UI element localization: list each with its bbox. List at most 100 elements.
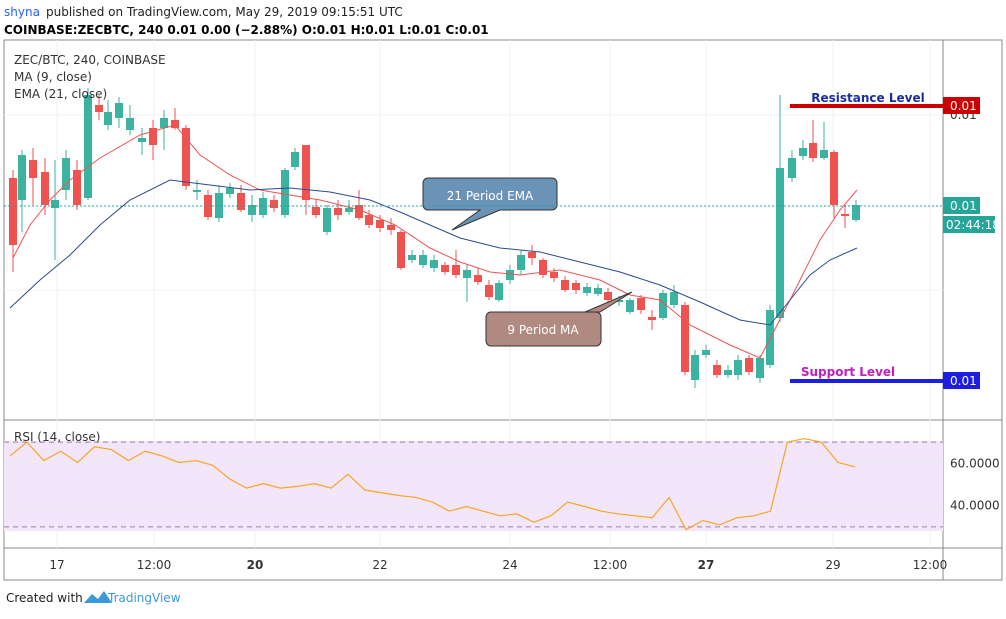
candle-body [809, 143, 817, 158]
candle-body [29, 160, 37, 178]
legend-ma: MA (9, close) [14, 70, 92, 84]
candle-body [226, 188, 234, 194]
candle-body [776, 168, 784, 318]
candle-body [430, 260, 438, 268]
candle-body [355, 205, 363, 218]
candle-body [365, 215, 373, 225]
candle-body [323, 208, 331, 232]
candle-body [408, 255, 416, 260]
support-label: Support Level [801, 365, 895, 379]
candle-body [452, 265, 460, 275]
candle-body [745, 358, 753, 372]
candle-body [799, 148, 807, 156]
candle-body [604, 292, 612, 300]
candle-body [648, 317, 656, 320]
countdown-tag [943, 216, 995, 233]
candle-body [334, 208, 342, 215]
time-label: 17 [49, 558, 64, 572]
candle-body [572, 283, 580, 290]
candle-body [615, 300, 623, 302]
candle-body [104, 112, 112, 125]
ma-line [12, 124, 858, 359]
candle-body [659, 293, 667, 318]
footer-brand: TradingView [107, 591, 181, 605]
candle-body [485, 285, 493, 297]
candle-body [95, 105, 103, 112]
resistance-label: Resistance Level [811, 91, 924, 105]
candle-body [517, 255, 525, 270]
ema-callout [422, 177, 558, 231]
candle-body [345, 208, 353, 212]
candle-body [270, 200, 278, 208]
ema-annotation: 21 Period EMA [447, 189, 534, 203]
time-label: 20 [247, 558, 264, 572]
candle-body [171, 120, 179, 128]
candle-body [713, 365, 721, 375]
legend-ema: EMA (21, close) [14, 87, 107, 101]
candle-body [841, 214, 849, 216]
footer-created: Created with [6, 591, 83, 605]
candle-body [766, 310, 774, 365]
rsi-title: RSI (14, close) [14, 430, 100, 444]
candle-body [193, 190, 201, 192]
support-price: 0.01 [950, 374, 977, 388]
candle-body [539, 260, 547, 275]
time-label: 12:00 [913, 558, 948, 572]
candle-body [9, 178, 17, 245]
candle-body [550, 272, 558, 278]
candle-body [463, 270, 471, 278]
legend-symbol: ZEC/BTC, 240, COINBASE [14, 53, 166, 67]
candle-body [302, 145, 310, 200]
candle-body [215, 193, 223, 218]
published: published on TradingView.com, May 29, 20… [46, 5, 403, 19]
candle-body [237, 193, 245, 210]
candle-body [281, 170, 289, 215]
author: shyna [4, 5, 40, 19]
rsi-line [9, 437, 856, 531]
y-tick-label: 40.0000 [950, 499, 1000, 513]
last-price: 0.01 [950, 199, 977, 213]
candle-body [495, 283, 503, 300]
time-label: 24 [502, 558, 517, 572]
candle-body [852, 205, 860, 220]
candle-body [583, 287, 591, 293]
candle-body [138, 138, 146, 142]
time-label: 22 [372, 558, 387, 572]
candle-body [474, 275, 482, 282]
candle-body [62, 158, 70, 190]
candle-body [830, 152, 838, 205]
symbol-line: COINBASE:ZECBTC, 240 0.01 0.00 (−2.88%) … [4, 23, 489, 37]
candle-body [115, 103, 123, 118]
time-label: 27 [698, 558, 715, 572]
candle-body [18, 155, 26, 200]
candle-body [637, 298, 645, 310]
candle-body [291, 152, 299, 167]
candle-body [681, 305, 689, 372]
candle-body [734, 360, 742, 375]
time-label: 12:00 [593, 558, 628, 572]
candle-body [149, 128, 157, 145]
candle-body [441, 265, 449, 272]
brand-logo [84, 591, 112, 603]
candle-body [312, 207, 320, 215]
candle-body [670, 292, 678, 305]
candle-body [73, 170, 81, 205]
candle-body [397, 232, 405, 268]
ema-line [9, 179, 858, 326]
last-tag [943, 197, 980, 214]
candle-body [724, 370, 732, 375]
candle-body [528, 252, 536, 258]
ma-annotation: 9 Period MA [507, 323, 579, 337]
candle-body [376, 220, 384, 228]
candle-body [506, 270, 514, 280]
support-tag [943, 372, 980, 389]
resistance-tag [943, 97, 980, 114]
rsi-band [4, 441, 943, 531]
candle-body [160, 118, 168, 128]
candle-body [126, 118, 134, 130]
chart-frame [3, 39, 1003, 581]
candle-body [387, 225, 395, 230]
candle-body [561, 280, 569, 290]
